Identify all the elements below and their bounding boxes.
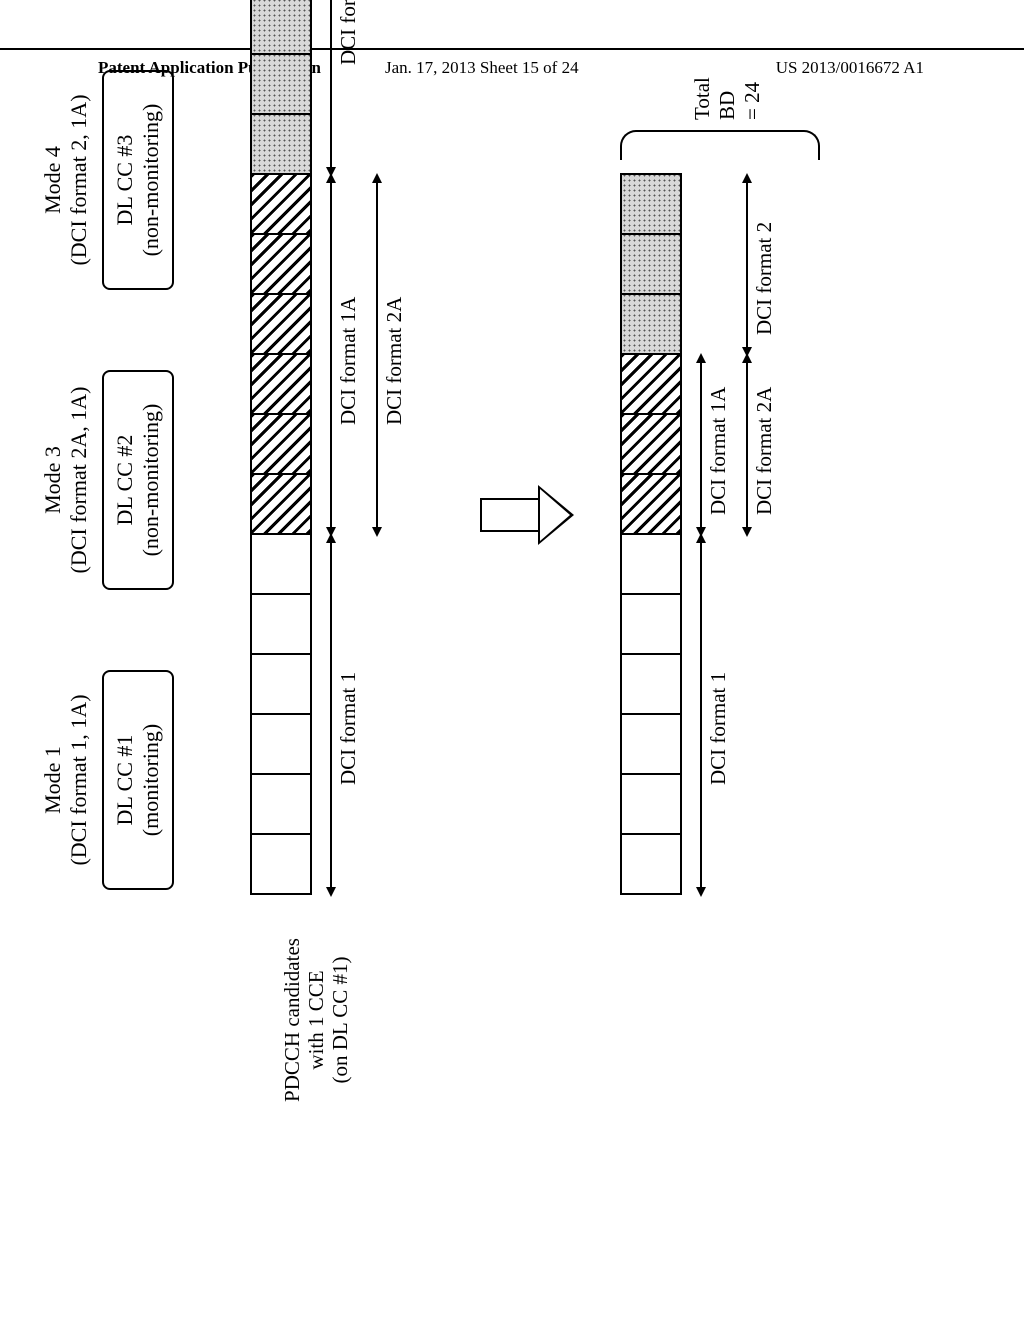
dci-range: DCI format 2 <box>330 0 332 175</box>
pdcch-cell <box>620 413 682 475</box>
cc3-l2: (non-monitoring) <box>138 82 164 278</box>
pdcch-cell <box>250 773 312 835</box>
cc-box-3: DL CC #3 (non-monitoring) <box>102 70 174 290</box>
mode-col-3: Mode 3 (DCI format 2A, 1A) DL CC #2 (non… <box>40 370 174 590</box>
dci-range-label: DCI format 1 <box>706 672 731 785</box>
pdcch-cell <box>620 533 682 595</box>
cc1-l2: (monitoring) <box>138 682 164 878</box>
pdcch-l2: with 1 CCE <box>304 970 328 1069</box>
pdcch-cell <box>250 353 312 415</box>
mode-col-1: Mode 1 (DCI format 1, 1A) DL CC #1 (moni… <box>40 670 174 890</box>
pdcch-candidates-label: PDCCH candidates with 1 CCE (on DL CC #1… <box>280 920 352 1120</box>
cc-box-1: DL CC #1 (monitoring) <box>102 670 174 890</box>
dci-range-label: DCI format 1A <box>706 387 731 515</box>
pdcch-cell <box>620 353 682 415</box>
pdcch-cell <box>250 533 312 595</box>
cc-box-2: DL CC #2 (non-monitoring) <box>102 370 174 590</box>
mode-row: Mode 1 (DCI format 1, 1A) DL CC #1 (moni… <box>40 70 174 890</box>
pdcch-cell <box>620 293 682 355</box>
pdcch-cell <box>620 713 682 775</box>
pdcch-cell <box>250 413 312 475</box>
total-bd-row2: Total BD = 24 <box>690 77 765 120</box>
pdcch-cell <box>250 473 312 535</box>
dci-range: DCI format 2A <box>376 175 378 535</box>
mode4-formats: (DCI format 2, 1A) <box>66 70 92 290</box>
mode1-name: Mode 1 <box>40 670 66 890</box>
pdcch-cell <box>250 113 312 175</box>
reduction-arrow-icon <box>480 485 580 545</box>
pdcch-cell <box>250 53 312 115</box>
dci-range-label: DCI format 2 <box>752 222 777 335</box>
pdcch-cells-row2 <box>620 173 682 895</box>
pdcch-cell <box>620 473 682 535</box>
mode1-formats: (DCI format 1, 1A) <box>66 670 92 890</box>
dci-range-label: DCI format 2A <box>382 297 407 425</box>
pdcch-cells-row1 <box>250 0 312 895</box>
pdcch-cell <box>620 773 682 835</box>
mode3-formats: (DCI format 2A, 1A) <box>66 370 92 590</box>
pdcch-cell <box>620 593 682 655</box>
total2-l1: Total BD = 24 <box>690 77 765 120</box>
cc2-l2: (non-monitoring) <box>138 382 164 578</box>
pdcch-l1: PDCCH candidates <box>280 938 304 1102</box>
mode-col-4: Mode 4 (DCI format 2, 1A) DL CC #3 (non-… <box>40 70 174 290</box>
dci-range: DCI format 2A <box>746 355 748 535</box>
pdcch-cell <box>250 713 312 775</box>
dci-range-label: DCI format 2 <box>336 0 361 65</box>
mode4-name: Mode 4 <box>40 70 66 290</box>
pdcch-cell <box>620 173 682 235</box>
cc3-l1: DL CC #3 <box>112 82 138 278</box>
page-header: Patent Application Publication Jan. 17, … <box>0 48 1024 54</box>
dci-range: DCI format 1 <box>330 535 332 895</box>
dci-range: DCI format 2 <box>746 175 748 355</box>
pdcch-cell <box>250 293 312 355</box>
pdcch-cell <box>250 593 312 655</box>
header-right: US 2013/0016672 A1 <box>776 58 924 78</box>
pdcch-cell <box>250 0 312 55</box>
dci-range-label: DCI format 2A <box>752 387 777 515</box>
pdcch-cell <box>250 833 312 895</box>
header-center: Jan. 17, 2013 Sheet 15 of 24 <box>385 58 579 78</box>
dci-range-label: DCI format 1A <box>336 297 361 425</box>
pdcch-cell <box>620 653 682 715</box>
pdcch-cell <box>620 233 682 295</box>
pdcch-cell <box>250 653 312 715</box>
cc1-l1: DL CC #1 <box>112 682 138 878</box>
dci-range: DCI format 1A <box>700 355 702 535</box>
dci-range-label: DCI format 1 <box>336 672 361 785</box>
pdcch-l3: (on DL CC #1) <box>328 957 352 1084</box>
dci-range: DCI format 1A <box>330 175 332 535</box>
pdcch-cell <box>620 833 682 895</box>
pdcch-cell <box>250 233 312 295</box>
figure-14: FIG. 14 Mode 1 (DCI format 1, 1A) DL CC … <box>0 330 1024 1090</box>
mode3-name: Mode 3 <box>40 370 66 590</box>
pdcch-cell <box>250 173 312 235</box>
dci-range: DCI format 1 <box>700 535 702 895</box>
cc2-l1: DL CC #2 <box>112 382 138 578</box>
brace-row2 <box>620 130 820 160</box>
